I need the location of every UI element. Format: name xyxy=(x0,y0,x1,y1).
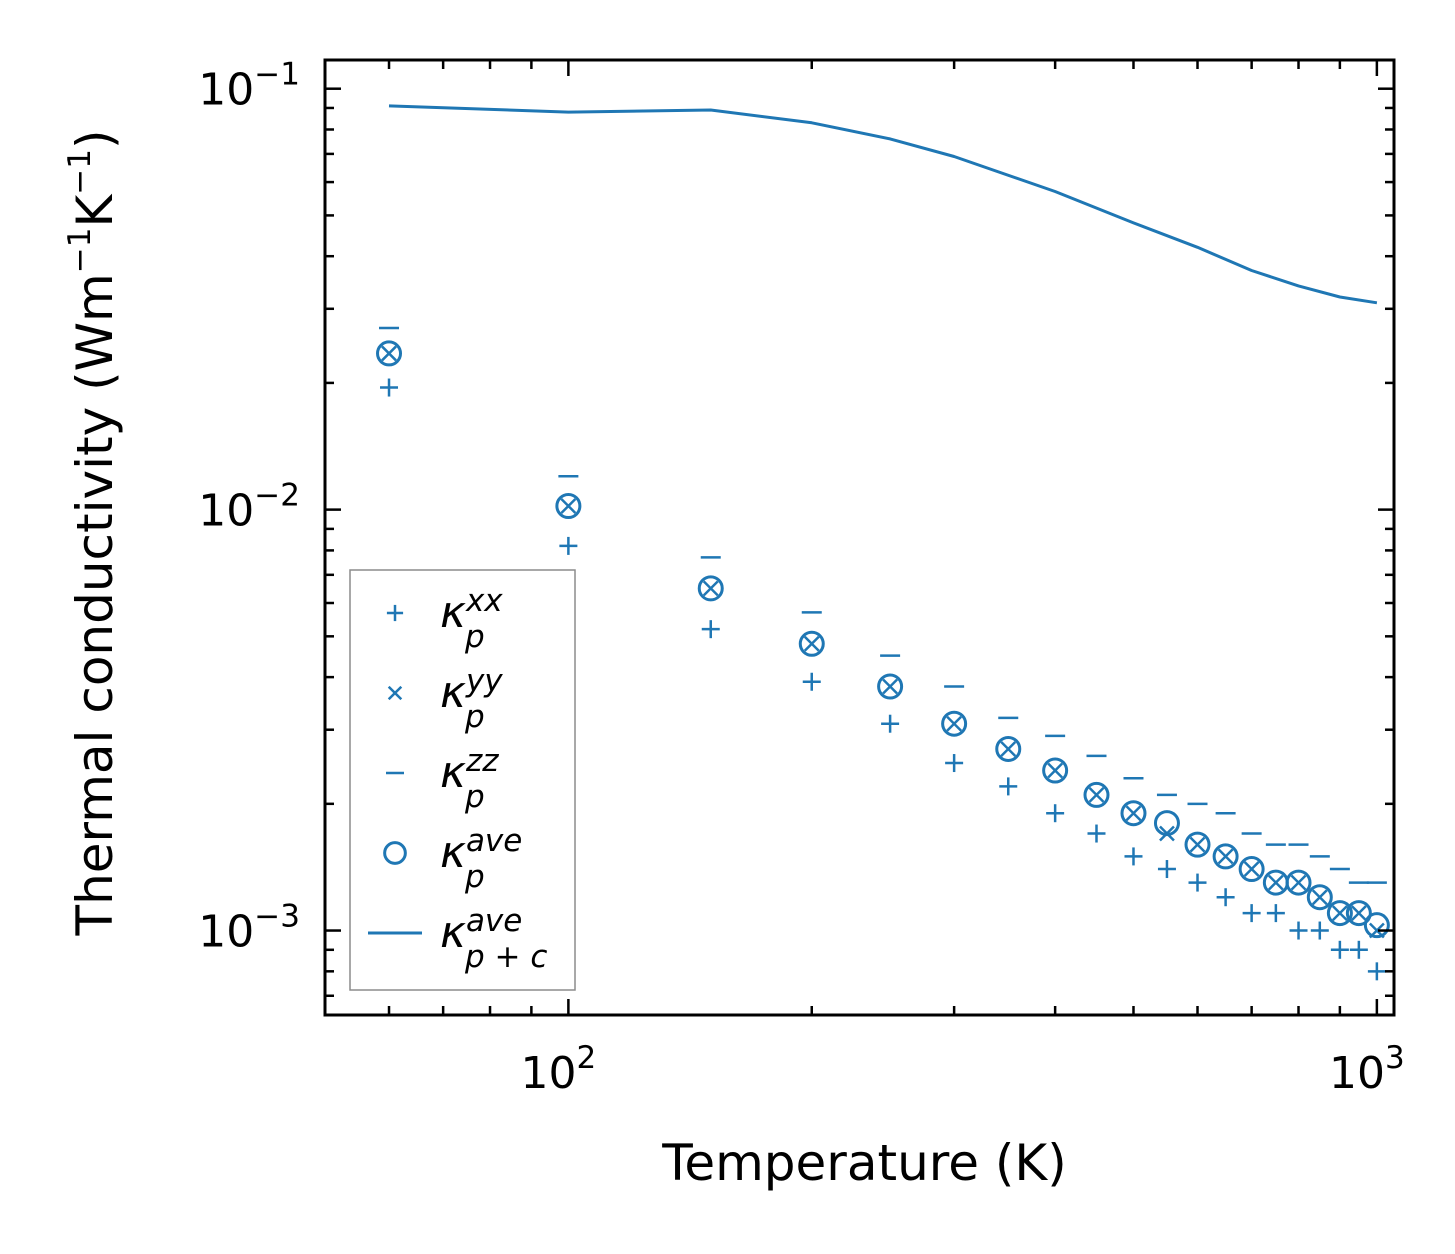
series-kxx-point xyxy=(1289,921,1308,940)
series-kyy-point xyxy=(1243,861,1260,877)
series-kave-point xyxy=(995,735,1022,762)
series-kave-point xyxy=(1184,831,1211,858)
series-kxx-point xyxy=(1087,824,1106,843)
plot-frame xyxy=(323,58,1396,1017)
legend-circle-icon xyxy=(383,841,407,865)
series-kave-point xyxy=(1120,800,1147,827)
series-kxx-point xyxy=(1157,860,1176,879)
series-kxx-point xyxy=(1330,940,1349,959)
series-kave-point xyxy=(1153,810,1180,837)
series-kave-point xyxy=(1306,884,1333,911)
series-kave-point xyxy=(376,340,403,367)
series-kyy-point xyxy=(803,635,820,652)
series-kxx-point xyxy=(1046,804,1065,823)
series-kxx-point xyxy=(1188,873,1207,892)
series-kxx-point xyxy=(1367,962,1386,981)
series-kxx-point xyxy=(1216,888,1235,907)
series-kave-point xyxy=(1212,843,1239,870)
y-axis-label: Thermal conductivity (Wm−1K−1) xyxy=(62,130,124,937)
series-kyy-point xyxy=(1000,741,1017,757)
y-label-exp2: −1 xyxy=(62,149,98,195)
series-kyy-point xyxy=(882,678,898,695)
series-kxx-point xyxy=(945,754,964,773)
y-tick-label: 10−2 xyxy=(198,478,300,537)
legend-box xyxy=(349,569,576,991)
series-kave-point xyxy=(1083,781,1110,808)
legend-x-icon xyxy=(387,685,403,701)
series-kyy-point xyxy=(1331,905,1348,921)
legend-label: κxx p xyxy=(440,583,503,655)
series-kyy-point xyxy=(1311,889,1328,906)
x-tick-label: 103 xyxy=(1329,1040,1405,1099)
series-kyy-point xyxy=(1088,787,1105,803)
y-label-exp1: −1 xyxy=(62,228,98,274)
series-kyy-point xyxy=(1267,874,1284,891)
series-kave-point xyxy=(941,710,968,737)
series-kave-point xyxy=(1326,900,1353,927)
y-tick-label: 10−3 xyxy=(198,899,300,958)
series-kxx-point xyxy=(380,378,399,397)
series-kave-point xyxy=(877,673,904,700)
data-marks xyxy=(376,104,1390,981)
series-kave-point xyxy=(1285,869,1312,896)
series-kyy-point xyxy=(1290,874,1307,891)
series-kave-point xyxy=(1238,856,1265,883)
series-kyy-point xyxy=(381,345,397,362)
series-kxx-point xyxy=(881,714,900,733)
series-kxx-point xyxy=(1310,921,1329,940)
series-kyy-point xyxy=(1047,762,1064,779)
series-kxx-point xyxy=(1349,940,1368,959)
series-kyy-point xyxy=(702,580,719,597)
y-label-main: Thermal conductivity (Wm xyxy=(66,273,124,936)
y-tick-label: 10−1 xyxy=(198,57,300,116)
series-kxx-point xyxy=(1124,847,1143,866)
series-kave-point xyxy=(697,575,724,602)
y-label-mid: K xyxy=(66,194,124,228)
series-kyy-point xyxy=(560,498,577,514)
series-kxx-point xyxy=(559,536,578,555)
series-kyy-point xyxy=(1350,905,1367,921)
series-kxx-point xyxy=(802,672,821,691)
series-kxx-point xyxy=(1242,904,1261,923)
legend-label: κave p xyxy=(440,823,522,895)
series-kave-point xyxy=(1345,900,1372,927)
legend-label: κyy p xyxy=(440,663,503,735)
series-kxx-point xyxy=(1266,904,1285,923)
legend-label: κave p + c xyxy=(440,903,547,975)
x-tick-label: 102 xyxy=(521,1040,597,1099)
series-kxx-point xyxy=(999,777,1018,796)
series-kyy-point xyxy=(1125,805,1142,822)
legend-plus-icon xyxy=(386,604,404,622)
series-kave-point xyxy=(555,492,582,519)
series-kave-point xyxy=(1363,912,1390,939)
series-kxx-point xyxy=(701,620,720,639)
series-kave-point xyxy=(1042,757,1069,784)
y-label-close: ) xyxy=(66,130,124,150)
series-kyy-point xyxy=(946,715,963,732)
legend-label: κzz p xyxy=(440,743,499,815)
legend: κxx p κyy p κzz p κave p κave p + c xyxy=(349,569,576,991)
series-kave_pc-line xyxy=(388,104,1378,305)
x-axis-label: Temperature (K) xyxy=(661,1134,1066,1192)
series-kyy-point xyxy=(1217,848,1234,865)
series-kyy-point xyxy=(1189,836,1206,853)
series-kave-point xyxy=(798,630,825,657)
